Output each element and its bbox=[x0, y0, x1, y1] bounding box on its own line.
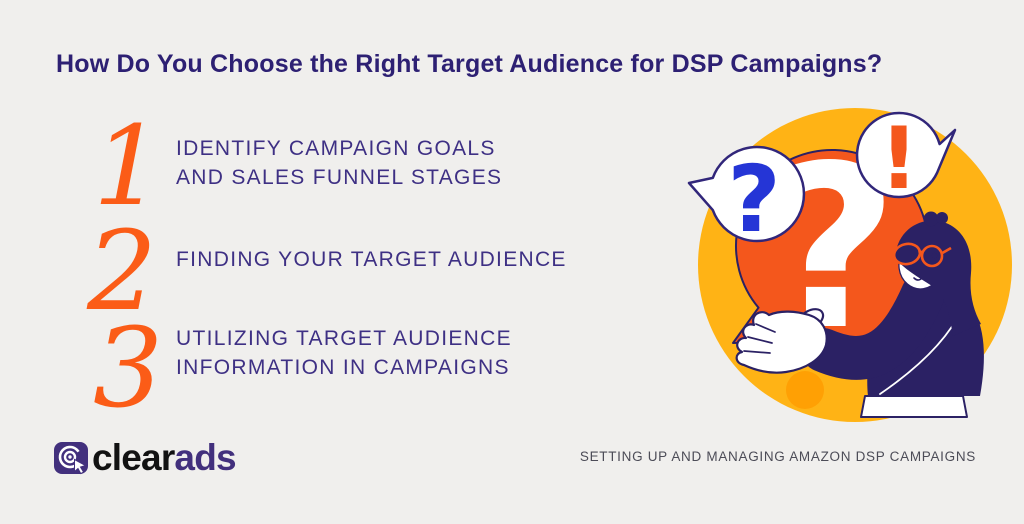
question-bubble-small: ? bbox=[687, 145, 806, 253]
person-hand bbox=[735, 308, 828, 374]
palm-and-fingers bbox=[735, 310, 828, 374]
orange-dot-circle bbox=[786, 371, 824, 409]
cursor-icon bbox=[74, 458, 87, 475]
step-3-line-2: INFORMATION IN CAMPAIGNS bbox=[176, 356, 510, 379]
eye-pupil bbox=[931, 252, 938, 259]
clearads-logo: clearads bbox=[53, 439, 237, 476]
step-2-number: 2 bbox=[87, 207, 157, 335]
step-2-text: FINDING YOUR TARGET AUDIENCE bbox=[176, 245, 567, 274]
step-1-text: IDENTIFY CAMPAIGN GOALS AND SALES FUNNEL… bbox=[176, 134, 502, 192]
blue-question-mark: ? bbox=[727, 146, 780, 253]
footer-caption: SETTING UP AND MANAGING AMAZON DSP CAMPA… bbox=[579, 449, 976, 464]
smile bbox=[913, 277, 922, 281]
step-2-line-1: FINDING YOUR TARGET AUDIENCE bbox=[176, 248, 567, 271]
logo-text-clear: clear bbox=[92, 437, 175, 478]
person-shirt bbox=[860, 395, 968, 418]
step-3-line-1: UTILIZING TARGET AUDIENCE bbox=[176, 327, 512, 350]
hair-bun-1 bbox=[923, 211, 939, 227]
person-arm bbox=[801, 272, 945, 380]
clearads-logo-icon bbox=[54, 442, 88, 475]
glasses-icon bbox=[892, 242, 952, 268]
page-title: How Do You Choose the Right Target Audie… bbox=[56, 50, 883, 78]
finger-lines bbox=[743, 323, 776, 354]
exclamation-bubble: ! bbox=[855, 109, 957, 209]
step-3-number: 3 bbox=[93, 304, 163, 432]
logo-text-ads: ads bbox=[174, 437, 236, 478]
person-head bbox=[892, 211, 981, 336]
step-3-text: UTILIZING TARGET AUDIENCE INFORMATION IN… bbox=[176, 324, 512, 382]
step-1-number: 1 bbox=[93, 102, 163, 230]
step-1-line-2: AND SALES FUNNEL STAGES bbox=[176, 166, 503, 189]
step-1-line-1: IDENTIFY CAMPAIGN GOALS bbox=[176, 137, 496, 160]
question-illustration: ? ? bbox=[687, 108, 1012, 422]
person-hair bbox=[895, 220, 981, 336]
hair-bun-2 bbox=[936, 212, 948, 224]
logo-wordmark: clearads bbox=[92, 439, 237, 476]
orange-exclamation-mark: ! bbox=[879, 109, 918, 209]
